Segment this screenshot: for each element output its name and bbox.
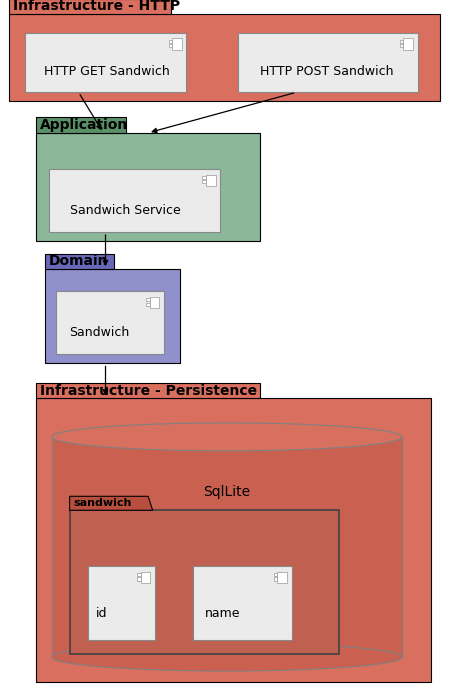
Bar: [274, 573, 277, 576]
Text: HTTP GET Sandwich: HTTP GET Sandwich: [44, 65, 170, 78]
Bar: [206, 175, 216, 186]
Bar: [45, 269, 180, 363]
Bar: [49, 169, 220, 232]
Bar: [400, 40, 403, 43]
Bar: [9, 14, 440, 101]
Bar: [193, 566, 292, 640]
Bar: [36, 133, 260, 241]
Text: SqlLite: SqlLite: [203, 485, 250, 499]
Bar: [137, 573, 141, 576]
Polygon shape: [9, 0, 171, 14]
Bar: [403, 38, 413, 50]
Bar: [150, 297, 159, 308]
Bar: [36, 398, 431, 682]
Text: Application: Application: [40, 118, 128, 132]
Text: Sandwich: Sandwich: [69, 326, 129, 339]
Polygon shape: [70, 496, 153, 510]
Bar: [202, 180, 206, 183]
Text: Domain: Domain: [48, 254, 108, 268]
Text: sandwich: sandwich: [73, 498, 132, 508]
Bar: [88, 566, 155, 640]
Text: name: name: [205, 607, 240, 621]
Polygon shape: [36, 117, 126, 133]
Bar: [70, 510, 339, 654]
Text: Infrastructure - HTTP: Infrastructure - HTTP: [13, 0, 180, 13]
Ellipse shape: [52, 643, 402, 671]
Bar: [274, 577, 277, 580]
Bar: [172, 38, 182, 50]
Bar: [52, 437, 402, 657]
Bar: [168, 44, 172, 47]
Bar: [400, 44, 403, 47]
Ellipse shape: [52, 423, 402, 451]
Polygon shape: [36, 383, 260, 398]
Bar: [56, 291, 164, 354]
Text: Infrastructure - Persistence: Infrastructure - Persistence: [40, 384, 257, 398]
Text: HTTP POST Sandwich: HTTP POST Sandwich: [260, 65, 393, 78]
Bar: [202, 176, 206, 179]
Text: Sandwich Service: Sandwich Service: [70, 203, 180, 217]
Bar: [25, 33, 186, 92]
Bar: [137, 577, 141, 580]
Text: id: id: [96, 607, 107, 621]
Bar: [146, 298, 150, 301]
Bar: [238, 33, 418, 92]
Polygon shape: [45, 254, 114, 269]
Bar: [277, 572, 287, 583]
Bar: [141, 572, 150, 583]
Bar: [146, 303, 150, 305]
Bar: [168, 40, 172, 43]
